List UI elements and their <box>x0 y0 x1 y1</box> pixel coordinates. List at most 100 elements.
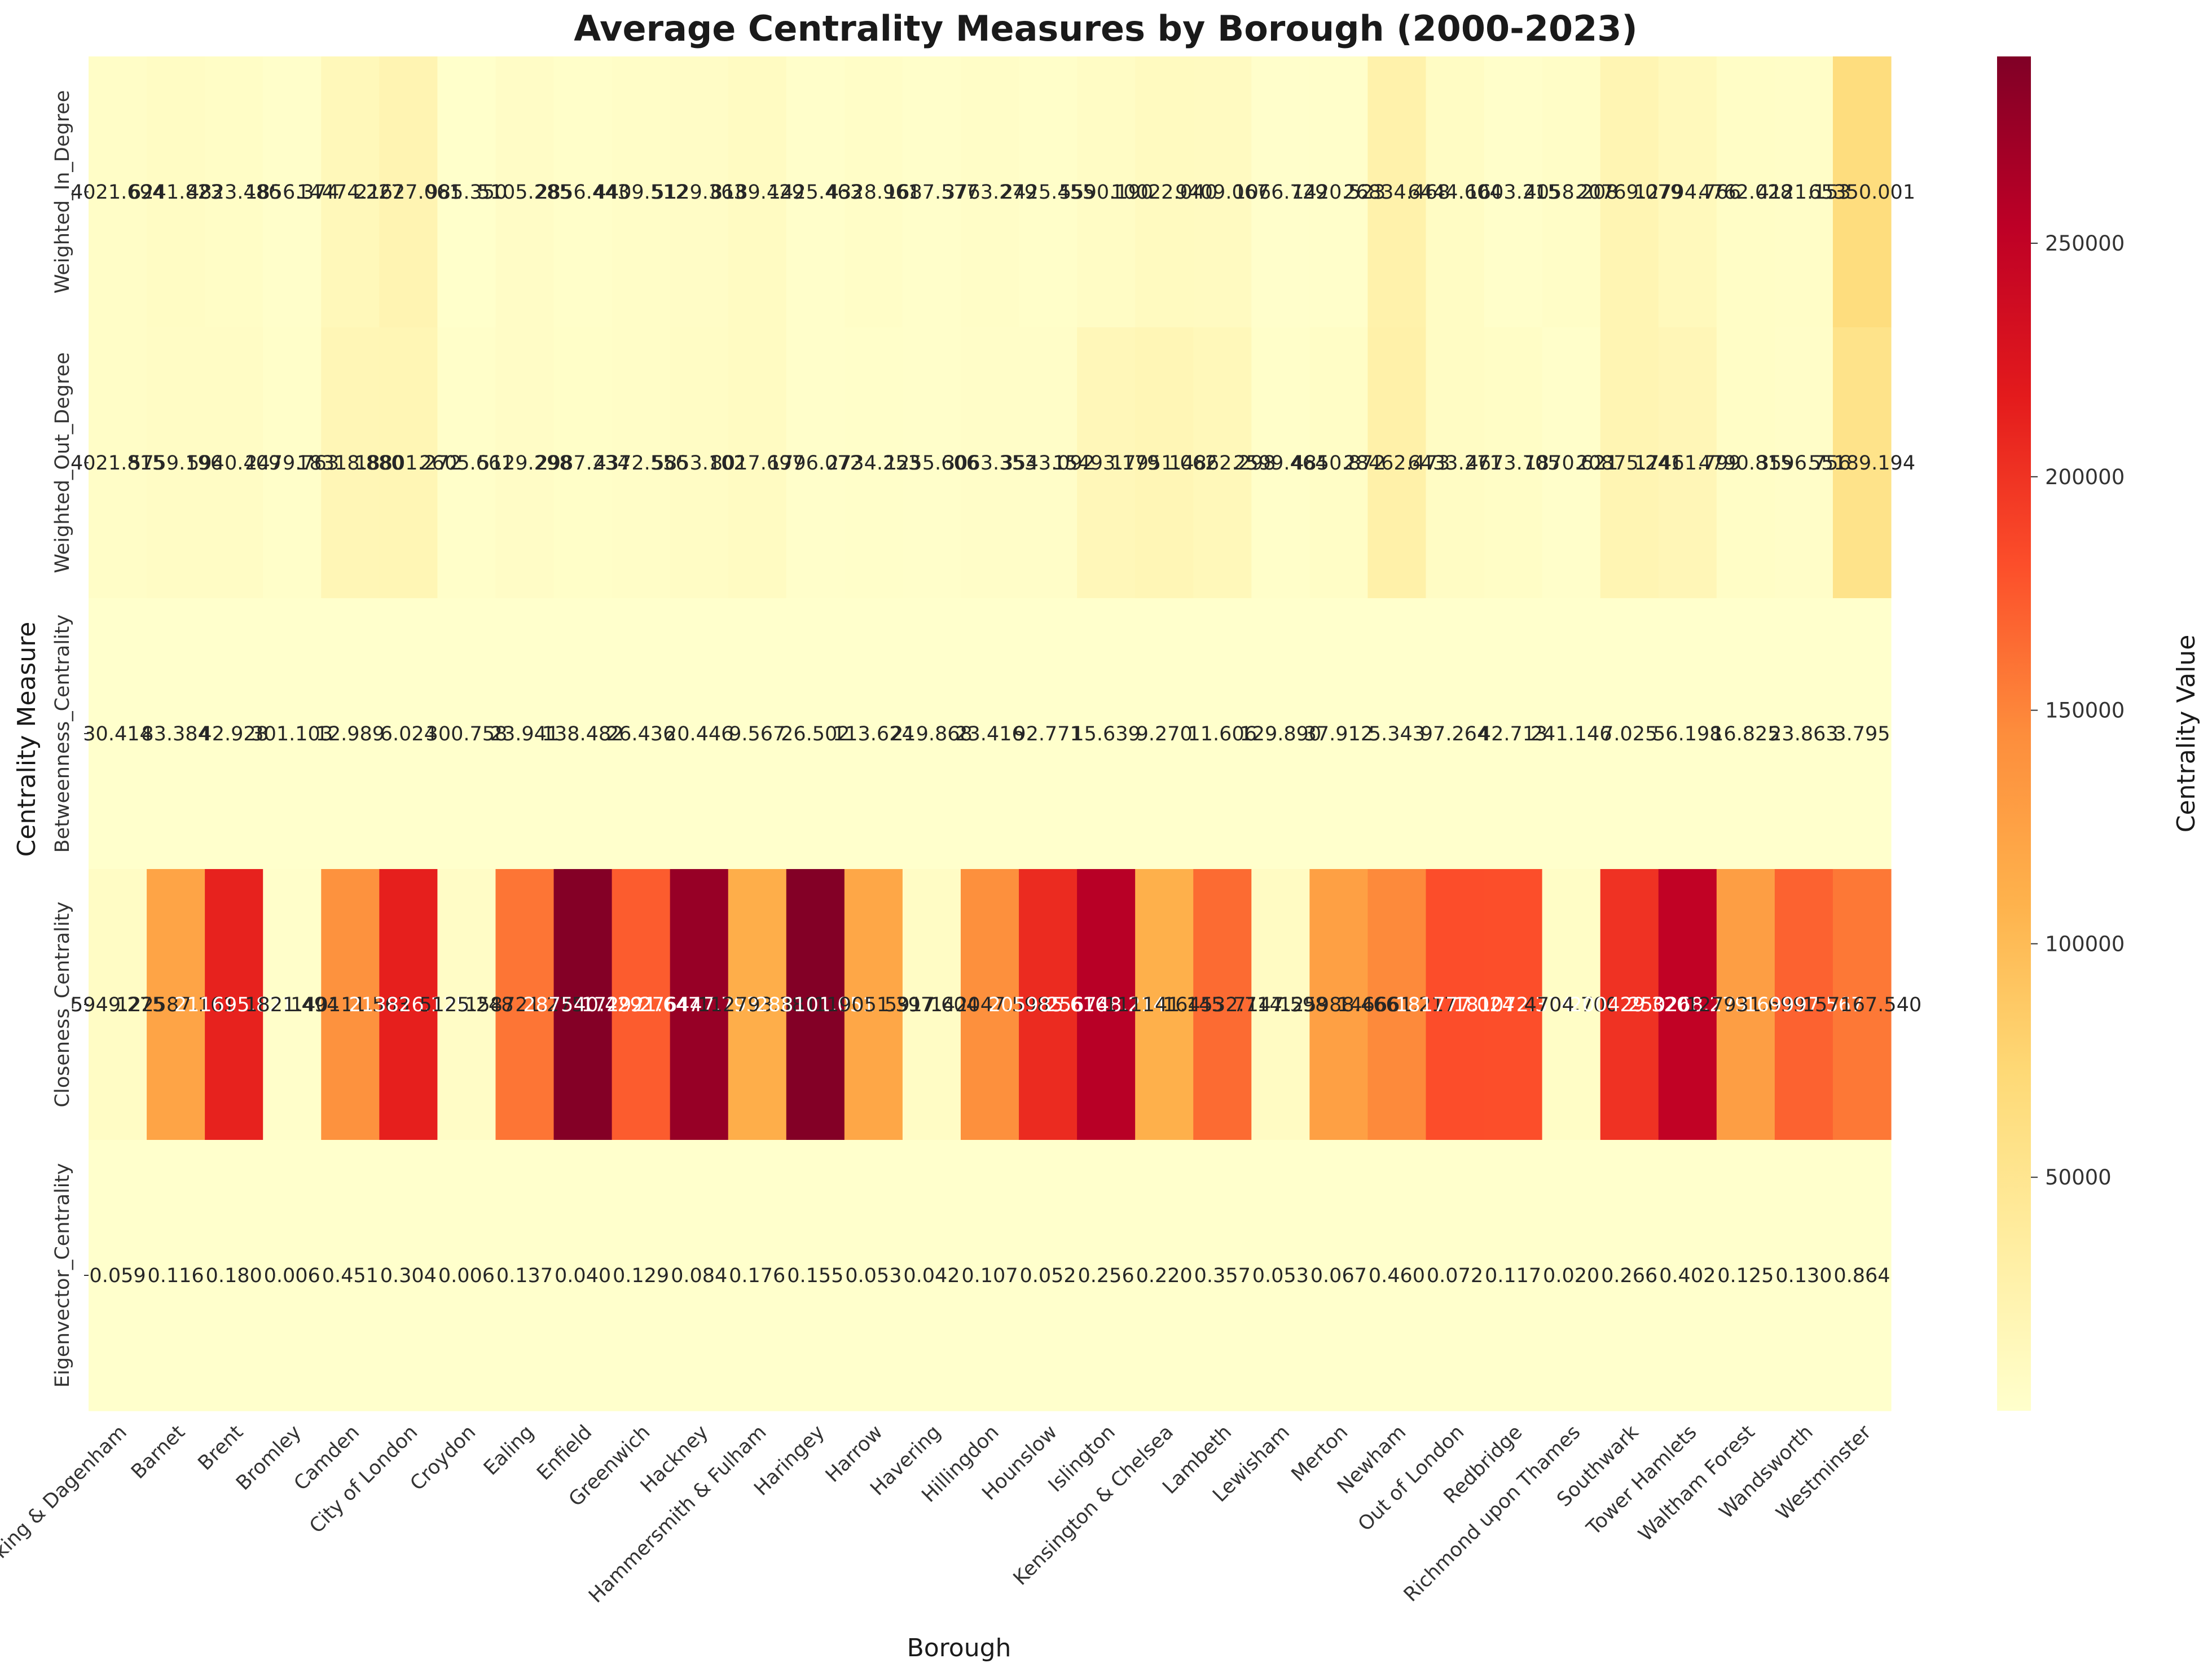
cell-value-label: 0.040 <box>555 1265 611 1287</box>
cell-value-label: 0.067 <box>1311 1265 1367 1287</box>
heatmap-cell <box>1193 56 1252 328</box>
cell-value-label: 30.414 <box>83 723 152 745</box>
cell-value-label: 26.502 <box>781 723 850 745</box>
heatmap-cell <box>612 56 671 328</box>
cell-value-label: 4790.815 <box>1699 452 1793 475</box>
cell-value-label: 3543.092 <box>1001 452 1095 475</box>
cell-value-label: 213826.125 <box>349 994 468 1016</box>
heatmap-cell <box>205 869 263 1140</box>
cell-value-label: 1796.072 <box>768 452 863 475</box>
cell-value-label: 2479.763 <box>245 452 339 475</box>
heatmap-cell <box>321 1140 380 1411</box>
heatmap-cell <box>147 869 205 1140</box>
heatmap-cell <box>263 598 322 870</box>
heatmap-cell <box>612 869 671 1140</box>
cell-value-label: 4372.556 <box>594 452 688 475</box>
cell-value-label: 5105.285 <box>477 181 571 204</box>
heatmap-cell <box>1135 869 1194 1140</box>
heatmap-cell <box>321 598 380 870</box>
heatmap-cell <box>1077 327 1136 599</box>
cell-value-label: 4328.961 <box>826 181 921 204</box>
cell-value-label: 0.256 <box>1078 1265 1134 1287</box>
heatmap-cell <box>1832 327 1892 599</box>
cell-value-label: 164532.714 <box>1163 994 1282 1016</box>
heatmap-cell <box>89 327 147 599</box>
cell-value-label: 142047.598 <box>930 994 1050 1016</box>
heatmap-cell <box>1426 1140 1485 1411</box>
heatmap-cell <box>786 598 845 870</box>
heatmap-cell <box>1542 598 1601 870</box>
heatmap-cell <box>1077 56 1136 328</box>
heatmap-cell <box>1309 598 1369 870</box>
heatmap-cell <box>1193 869 1252 1140</box>
heatmap-cell <box>379 1140 438 1411</box>
heatmap-cell <box>89 869 147 1140</box>
heatmap-cell <box>1542 1140 1601 1411</box>
cell-value-label: 288101.051 <box>756 994 876 1016</box>
cell-value-label: 3063.353 <box>943 452 1037 475</box>
cell-value-label: 112793.381 <box>697 994 817 1016</box>
cell-value-label: 111141.145 <box>1105 994 1224 1016</box>
cell-value-label: 0.130 <box>1775 1265 1832 1287</box>
cell-value-label: 119051.397 <box>814 994 934 1016</box>
heatmap-cell <box>1019 1140 1078 1411</box>
cell-value-label: 92.771 <box>1013 723 1082 745</box>
heatmap-cell <box>844 869 903 1140</box>
heatmap-cell <box>379 598 438 870</box>
heatmap-cell <box>1367 56 1427 328</box>
heatmap-cell <box>1774 1140 1833 1411</box>
heatmap-cell <box>1658 598 1717 870</box>
cell-value-label: 20.446 <box>665 723 733 745</box>
cell-value-label: 4409.512 <box>594 181 688 204</box>
cell-value-label: 0.059 <box>89 1265 146 1287</box>
heatmap-cell <box>1542 327 1601 599</box>
heatmap-cell <box>728 598 787 870</box>
cell-value-label: 65350.001 <box>1809 181 1915 204</box>
cell-value-label: 113.624 <box>833 723 914 745</box>
heatmap-cell <box>1309 869 1369 1140</box>
cell-value-label: 287540.429 <box>523 994 643 1016</box>
heatmap-cell <box>960 56 1019 328</box>
heatmap-cell <box>1658 869 1717 1140</box>
heatmap-cell <box>553 56 613 328</box>
cell-value-label: 56.198 <box>1653 723 1722 745</box>
heatmap-cell <box>612 1140 671 1411</box>
cell-value-label: 4704.700 <box>1524 994 1619 1016</box>
heatmap-cell <box>1484 56 1543 328</box>
colorbar-ticks: 50000 100000 150000 200000 250000 <box>2031 231 2125 1190</box>
cell-value-label: 985.350 <box>426 181 508 204</box>
cell-value-label: 3763.279 <box>943 181 1037 204</box>
heatmap-cell <box>553 598 613 870</box>
cell-value-label: 158721.275 <box>465 994 584 1016</box>
cell-value-label: 23.416 <box>955 723 1024 745</box>
y-axis-title: Centrality Measure <box>12 622 41 857</box>
cell-value-label: 2734.253 <box>826 452 921 475</box>
heatmap-cell <box>1019 598 1078 870</box>
heatmap-cell <box>1484 869 1543 1140</box>
heatmap-cell <box>902 869 961 1140</box>
cell-value-label: 301.103 <box>251 723 333 745</box>
cell-value-label: 1821.494 <box>245 994 339 1016</box>
heatmap-cell <box>1019 56 1078 328</box>
heatmap-cell <box>728 56 787 328</box>
heatmap-cell <box>1019 869 1078 1140</box>
heatmap-cell <box>1426 598 1485 870</box>
heatmap-cell <box>670 1140 729 1411</box>
heatmap-cell <box>1832 598 1892 870</box>
heatmap-cell <box>1426 327 1485 599</box>
heatmap-cell <box>321 56 380 328</box>
cell-value-label: 8189.429 <box>710 181 804 204</box>
heatmap-cell <box>1251 869 1310 1140</box>
x-tick-label: Ealing <box>480 1421 538 1480</box>
heatmap-cell <box>1484 327 1543 599</box>
heatmap-cell <box>1077 869 1136 1140</box>
cell-value-label: 138.482 <box>542 723 624 745</box>
heatmap-cell <box>670 869 729 1140</box>
cell-value-label: 4823.486 <box>187 181 281 204</box>
cell-value-label: 5129.298 <box>477 452 571 475</box>
heatmap-cell <box>379 327 438 599</box>
heatmap-cell <box>1600 598 1659 870</box>
heatmap-cell <box>1251 598 1310 870</box>
heatmap-cell <box>612 598 671 870</box>
heatmap-cell <box>1019 327 1078 599</box>
